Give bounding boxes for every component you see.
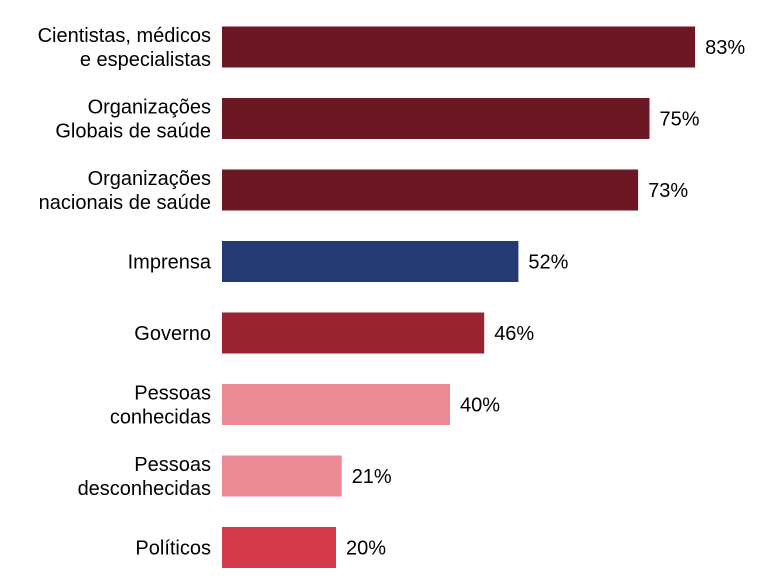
value-label: 46% [494,323,534,345]
bar-group: Organizações Globais de saúde 75% [55,97,699,143]
value-label: 21% [352,466,392,488]
bar-group: Imprensa 52% [128,241,569,282]
value-label: 20% [346,538,386,560]
bar [222,169,639,211]
bar-group: Cientistas, médicos e especialistas 83% [38,25,746,71]
category-label: Pessoas desconhecidas [78,454,211,500]
value-label: 73% [648,180,688,202]
bar-group: Governo 46% [134,312,534,354]
category-label-line: Governo [134,323,211,345]
category-label: Imprensa [128,252,212,274]
category-label-line: Políticos [135,538,211,560]
category-label-line: Imprensa [128,252,212,274]
category-label-line: Pessoas [134,383,211,405]
bar [222,384,450,425]
category-label: Organizações nacionais de saúde [39,168,211,214]
category-label: Governo [134,323,211,345]
category-label-line: e especialistas [80,49,211,71]
category-label: Políticos [135,538,211,560]
bar-group: Organizações nacionais de saúde 73% [39,168,689,214]
bar [222,312,485,354]
bar [222,455,342,497]
category-label-line: nacionais de saúde [39,192,211,214]
bar [222,527,336,568]
value-label: 75% [660,109,700,131]
bar-group: Políticos 20% [135,527,386,568]
bar-group: Pessoas desconhecidas 21% [78,454,392,500]
bar [222,26,696,68]
bar-group: Pessoas conhecidas 40% [110,383,500,429]
value-label: 52% [528,252,568,274]
value-label: 83% [705,37,745,59]
category-label-line: desconhecidas [78,478,211,500]
category-label: Pessoas conhecidas [110,383,211,429]
category-label-line: Globais de saúde [55,121,211,143]
category-label-line: conhecidas [110,407,211,429]
category-label-line: Organizações [88,168,211,190]
category-label: Organizações Globais de saúde [55,97,211,143]
category-label: Cientistas, médicos e especialistas [38,25,211,71]
category-label-line: Cientistas, médicos [38,25,211,47]
category-label-line: Organizações [88,97,211,119]
bar [222,241,519,282]
category-label-line: Pessoas [134,454,211,476]
bar [222,98,650,139]
value-label: 40% [460,395,500,417]
